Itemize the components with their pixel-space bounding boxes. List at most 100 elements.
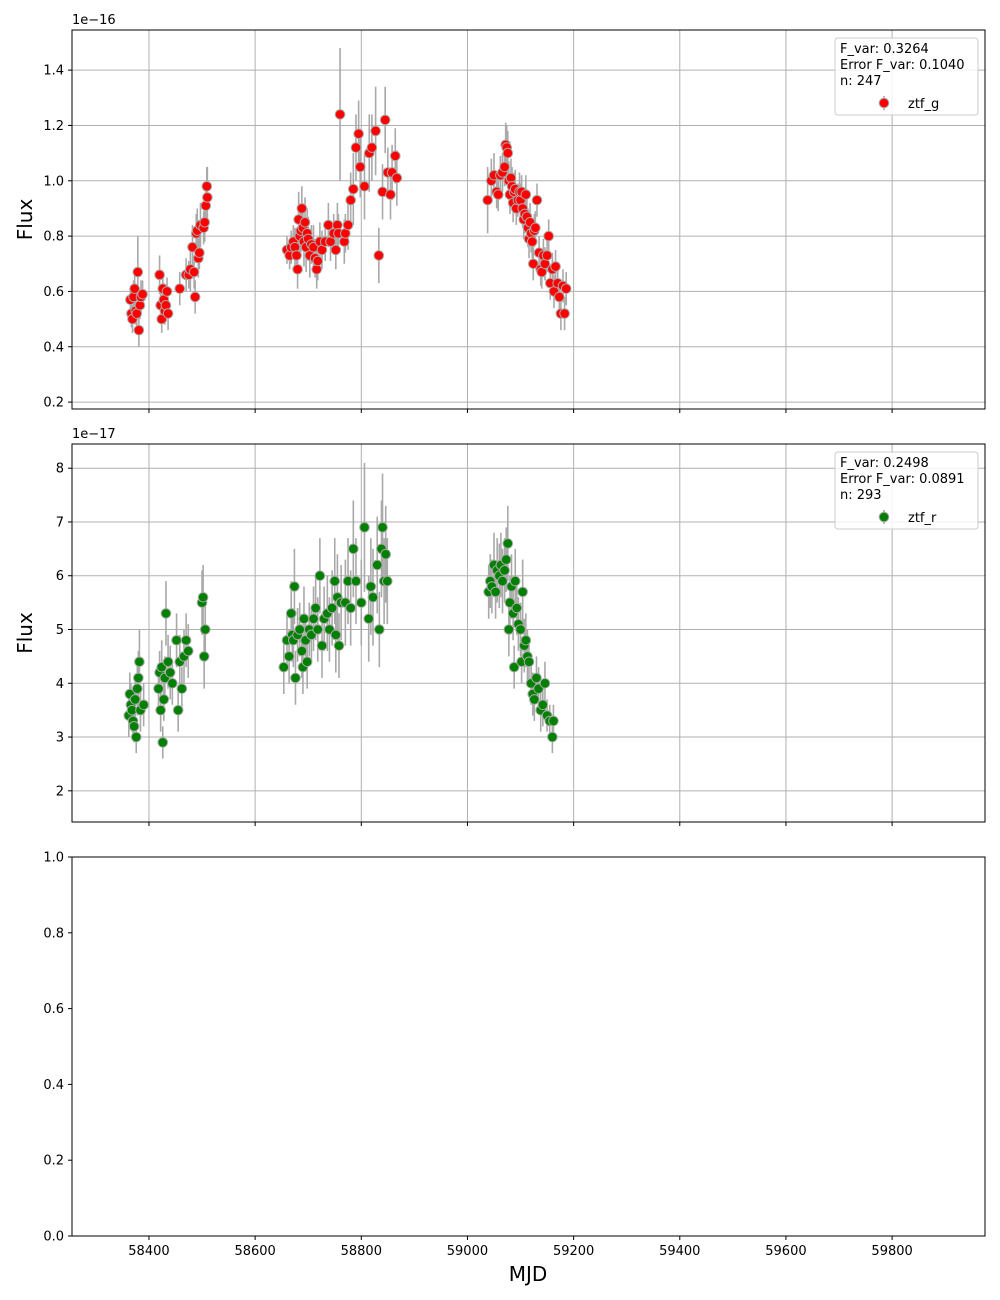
- data-point: [541, 250, 553, 261]
- data-point: [176, 683, 188, 694]
- y-axis-label: Flux: [13, 612, 37, 654]
- y-axis-label: Flux: [13, 199, 37, 241]
- data-point: [153, 683, 164, 694]
- data-point: [130, 731, 142, 743]
- data-point: [530, 222, 541, 234]
- y-tick-label: 1.0: [43, 851, 64, 866]
- data-point: [334, 109, 346, 120]
- data-point: [326, 602, 338, 614]
- data-point: [137, 288, 148, 300]
- data-point: [526, 236, 538, 247]
- data-point: [294, 624, 306, 635]
- data-point: [374, 624, 385, 635]
- data-point: [543, 230, 554, 242]
- data-point: [367, 591, 379, 603]
- y-tick-label: 0.4: [43, 340, 64, 355]
- data-point: [499, 565, 510, 576]
- data-point: [502, 147, 514, 159]
- y-tick-label: 8: [56, 462, 64, 477]
- data-point: [511, 602, 523, 614]
- data-point: [499, 161, 510, 173]
- data-point: [500, 554, 512, 565]
- y-tick-label: 0.6: [43, 285, 64, 300]
- data-point: [285, 608, 297, 619]
- data-point: [539, 677, 551, 689]
- y-tick-label: 0.0: [43, 1230, 64, 1245]
- data-point: [550, 261, 561, 272]
- legend-marker: [878, 97, 890, 109]
- x-tick-label: 58600: [234, 1244, 275, 1259]
- axes-frame: [71, 443, 986, 823]
- data-point: [548, 715, 559, 727]
- data-point: [330, 244, 342, 256]
- legend-label: ztf_r: [908, 511, 937, 526]
- data-point: [531, 194, 543, 206]
- data-point: [162, 308, 174, 319]
- y-tick-label: 5: [56, 623, 64, 638]
- data-point: [154, 269, 165, 281]
- data-point: [482, 194, 493, 206]
- legend-marker: [878, 511, 890, 523]
- data-point: [348, 183, 359, 195]
- y-tick-label: 1.4: [43, 64, 64, 79]
- data-point: [509, 575, 521, 587]
- y-tick-label: 0.8: [43, 230, 64, 245]
- data-point: [296, 645, 308, 657]
- data-point: [299, 216, 311, 228]
- y-tick-label: 0.6: [43, 1002, 64, 1017]
- data-point: [290, 672, 301, 684]
- y-offset-text: 1e−16: [72, 13, 116, 28]
- data-point: [382, 575, 393, 587]
- data-point: [385, 189, 396, 200]
- x-tick-label: 58400: [128, 1244, 169, 1259]
- data-point: [194, 247, 205, 258]
- data-point: [366, 142, 378, 153]
- data-point: [531, 672, 542, 684]
- data-point: [330, 629, 342, 641]
- y-tick-label: 1.0: [43, 174, 64, 189]
- data-point: [492, 189, 504, 200]
- data-layer: [123, 462, 559, 759]
- data-point: [515, 624, 526, 635]
- panel-empty: 0.0 0.2 0.4 0.6 0.8 1.0 58400 58600 58800 59000 59…: [43, 851, 986, 1259]
- data-point: [199, 624, 211, 635]
- y-tick-label: 0.4: [43, 1078, 64, 1093]
- data-point: [171, 634, 182, 646]
- data-point: [350, 575, 362, 587]
- data-point: [129, 694, 141, 705]
- data-point: [188, 266, 200, 278]
- y-tick-label: 0.8: [43, 926, 64, 941]
- data-point: [391, 172, 403, 184]
- data-layer: [125, 47, 572, 347]
- y-tick-label: 0.2: [43, 1154, 64, 1169]
- data-point: [291, 250, 302, 261]
- data-point: [504, 597, 516, 608]
- data-point: [329, 575, 341, 587]
- data-point: [323, 219, 334, 231]
- data-point: [350, 142, 362, 153]
- y-tick-label: 1.2: [43, 119, 64, 134]
- data-point: [333, 640, 345, 651]
- data-point: [129, 283, 140, 294]
- data-point: [560, 283, 572, 294]
- data-point: [312, 624, 324, 635]
- data-point: [547, 731, 558, 743]
- data-point: [553, 291, 565, 303]
- y-tick-label: 6: [56, 569, 64, 584]
- data-point: [373, 250, 385, 261]
- data-point: [162, 656, 174, 668]
- data-point: [132, 266, 144, 278]
- data-point: [158, 694, 170, 705]
- x-tick-label: 59200: [553, 1244, 594, 1259]
- data-point: [345, 194, 356, 206]
- data-point: [167, 677, 178, 689]
- data-point: [155, 704, 166, 716]
- legend-stat: n: 247: [840, 74, 882, 89]
- x-axis-label: MJD: [509, 1262, 548, 1286]
- data-point: [348, 543, 359, 555]
- data-point: [174, 283, 186, 294]
- data-point: [133, 672, 144, 684]
- legend-box: [834, 37, 979, 116]
